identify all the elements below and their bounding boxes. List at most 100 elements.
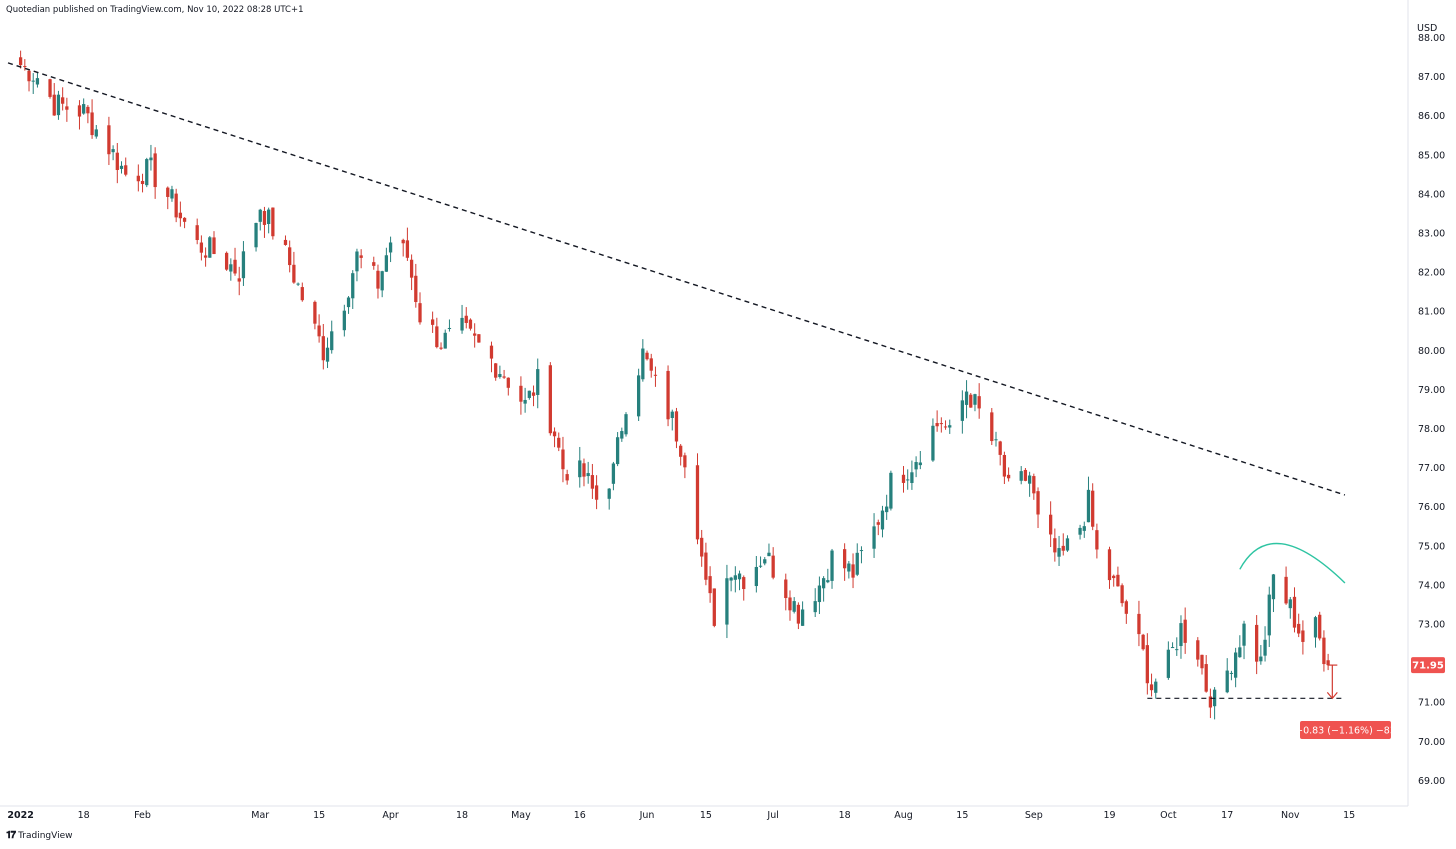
- candle: [498, 365, 502, 379]
- candle: [170, 185, 174, 202]
- candle: [1086, 476, 1091, 523]
- candle: [527, 390, 531, 400]
- candle: [969, 392, 973, 408]
- candle: [300, 282, 304, 302]
- candle: [23, 59, 27, 71]
- time-tick-label: 2022: [7, 810, 33, 821]
- candle: [964, 380, 969, 419]
- candle: [1288, 597, 1292, 619]
- candle: [943, 420, 948, 430]
- candle: [1124, 599, 1128, 624]
- candle: [182, 217, 187, 229]
- candle: [1049, 501, 1053, 547]
- candle: [283, 235, 288, 246]
- price-tick-label: 82.00: [1418, 268, 1445, 279]
- candle: [233, 247, 237, 276]
- candle: [935, 410, 939, 432]
- candle: [906, 469, 910, 490]
- candle: [788, 590, 792, 621]
- candle: [174, 188, 178, 223]
- candle: [237, 266, 241, 296]
- candle: [851, 553, 855, 589]
- rounding-top-arc[interactable]: [1239, 542, 1346, 584]
- downtrend-line[interactable]: [7, 62, 1346, 496]
- candle: [1284, 566, 1288, 605]
- candle: [729, 576, 733, 592]
- candle: [594, 475, 599, 510]
- candle: [1170, 642, 1175, 649]
- candle: [1183, 607, 1187, 654]
- candle: [1322, 630, 1326, 672]
- time-axis[interactable]: 2022 18 Feb Mar 15 Apr 18 May 16 Jun 15 Jul 18 Aug 15 S…: [7, 810, 1355, 821]
- time-tick-label: 17: [1221, 810, 1233, 821]
- candle: [561, 436, 565, 483]
- price-tick-label: 77.00: [1418, 463, 1445, 474]
- candle: [31, 73, 35, 94]
- candle: [82, 98, 86, 115]
- candle: [582, 458, 586, 487]
- candle: [859, 546, 864, 564]
- candle: [506, 377, 510, 396]
- candle: [737, 570, 742, 591]
- candle: [901, 466, 906, 493]
- candle: [700, 529, 704, 567]
- candle: [18, 50, 23, 69]
- time-tick-label: Jun: [639, 810, 655, 821]
- candle: [914, 456, 918, 478]
- price-tick-label: 75.00: [1418, 541, 1445, 552]
- candle: [271, 207, 275, 240]
- candle: [784, 573, 788, 611]
- candle: [645, 350, 649, 361]
- candle: [111, 145, 115, 161]
- candle: [842, 543, 847, 581]
- brand-name: TradingView: [18, 830, 73, 841]
- candle: [1297, 613, 1301, 638]
- price-tick-label: 71.00: [1418, 698, 1445, 709]
- candle: [1027, 471, 1032, 497]
- candle: [149, 144, 153, 171]
- candle: [384, 247, 389, 272]
- candle: [292, 251, 296, 284]
- candle: [1267, 586, 1271, 647]
- candle: [1326, 653, 1330, 671]
- price-axis[interactable]: 88.00 87.00 86.00 85.00 84.00 83.00 82.00 81.00…: [1418, 33, 1445, 787]
- candle: [1141, 633, 1145, 651]
- candle: [792, 597, 796, 614]
- candle: [65, 97, 69, 122]
- time-tick-label: 19: [1103, 810, 1115, 821]
- candle: [931, 418, 935, 462]
- candle: [611, 461, 616, 491]
- candle: [885, 494, 889, 520]
- candle: [208, 236, 212, 258]
- candle: [939, 417, 943, 433]
- candle: [771, 547, 775, 580]
- candle: [401, 238, 405, 257]
- tradingview-brand[interactable]: 𝟏𝟕 TradingView: [6, 830, 73, 841]
- candle: [565, 469, 569, 485]
- candle: [872, 513, 876, 558]
- candle: [288, 240, 292, 273]
- time-tick-label: Apr: [382, 810, 399, 821]
- candle: [477, 334, 481, 343]
- time-tick-label: 18: [456, 810, 468, 821]
- price-tick-label: 86.00: [1418, 111, 1445, 122]
- candle: [489, 341, 494, 373]
- candle: [1196, 637, 1200, 667]
- candle: [1242, 620, 1246, 660]
- time-tick-label: Sep: [1025, 810, 1043, 821]
- candle: [199, 235, 204, 261]
- time-tick-label: Oct: [1160, 810, 1177, 821]
- candle: [523, 387, 527, 413]
- candle: [977, 383, 981, 419]
- candle: [1318, 611, 1322, 641]
- candle: [342, 304, 346, 337]
- candle: [990, 408, 994, 446]
- candle: [704, 542, 708, 586]
- time-tick-label: May: [511, 810, 531, 821]
- currency-label: USD: [1417, 23, 1437, 34]
- time-tick-label: Feb: [134, 810, 151, 821]
- candle: [355, 248, 359, 282]
- price-tick-label: 83.00: [1418, 228, 1445, 239]
- candle: [258, 208, 262, 231]
- time-tick-label: 15: [1343, 810, 1355, 821]
